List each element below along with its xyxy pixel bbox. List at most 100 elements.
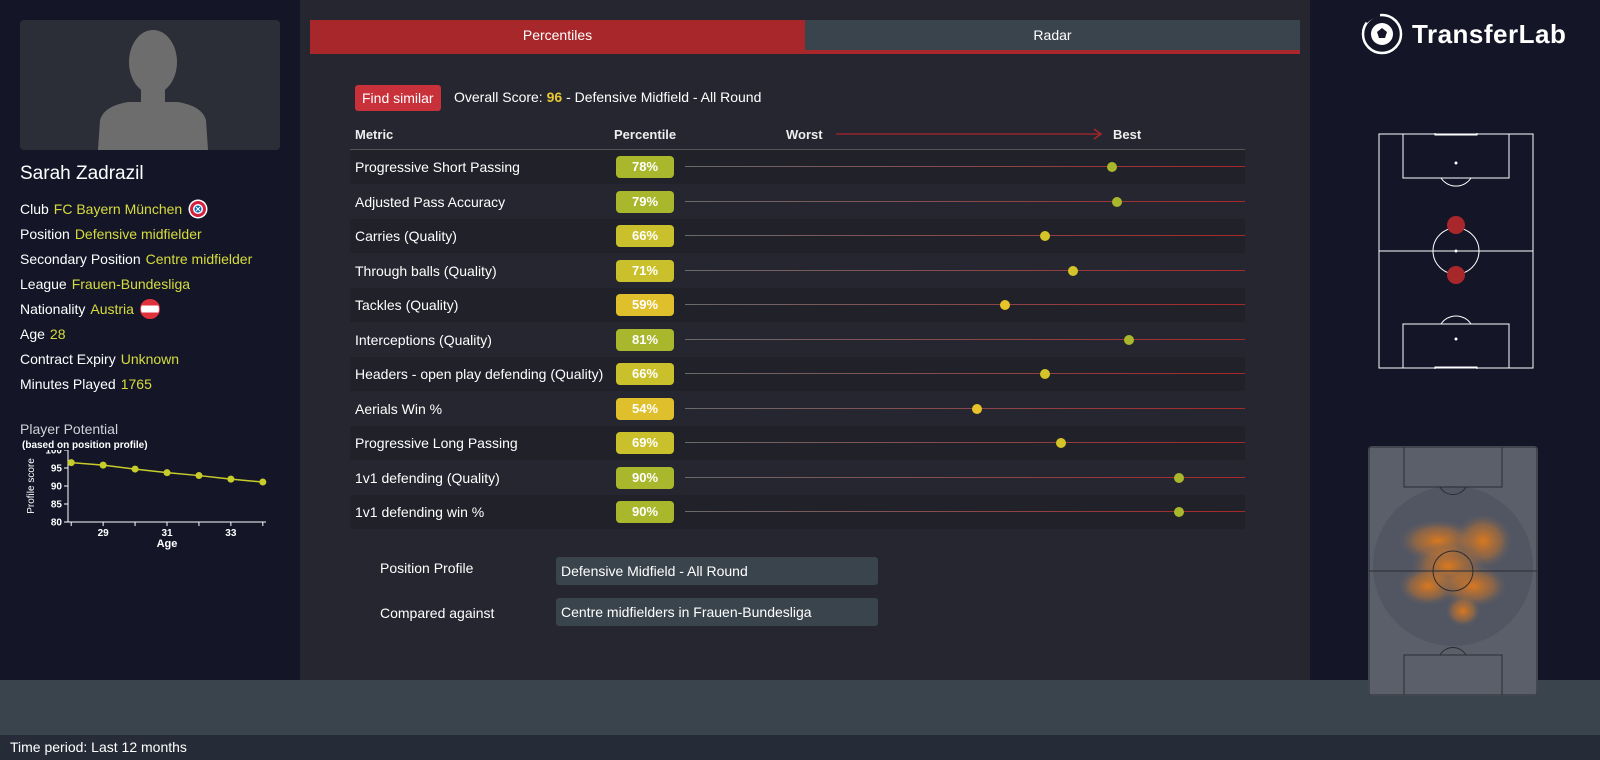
y-tick-label: 95 xyxy=(51,464,63,475)
metric-name: Aerials Win % xyxy=(355,400,443,417)
table-row: Through balls (Quality) 71% xyxy=(350,254,1245,288)
potential-point xyxy=(67,459,75,467)
percentile-badge: 79% xyxy=(616,190,674,213)
potential-point xyxy=(227,475,235,483)
header-divider xyxy=(350,149,1245,150)
info-row: Secondary Position Centre midfielder xyxy=(20,246,252,271)
football-icon xyxy=(1361,13,1403,55)
potential-title: Player Potential xyxy=(20,421,119,437)
potential-chart: 100 95 90 85 80 29 31 33 Age Profile score xyxy=(26,450,267,550)
metric-name: Adjusted Pass Accuracy xyxy=(355,193,506,210)
club-crest-icon xyxy=(188,199,208,218)
info-row: Contract Expiry Unknown xyxy=(20,346,252,371)
y-tick-label: 80 xyxy=(51,518,63,529)
tab-radar[interactable]: Radar xyxy=(805,20,1300,54)
info-value: Defensive midfielder xyxy=(74,225,202,242)
table-row: Carries (Quality) 66% xyxy=(350,219,1245,253)
y-tick-label: 100 xyxy=(45,450,62,457)
heatmap xyxy=(1368,446,1538,696)
percentile-track xyxy=(685,200,1245,202)
x-tick-label: 31 xyxy=(161,528,173,539)
percentile-badge: 66% xyxy=(616,363,674,385)
position-marker xyxy=(1447,266,1465,284)
worst-label: Worst xyxy=(786,127,823,142)
potential-point xyxy=(195,472,203,480)
percentile-header: Percentile xyxy=(614,127,677,142)
position-profile-label: Position Profile xyxy=(380,560,474,576)
best-label: Best xyxy=(1113,127,1142,142)
austria-flag-icon xyxy=(139,298,160,319)
player-photo-placeholder xyxy=(20,20,280,150)
potential-subtitle: (based on position profile) xyxy=(22,440,148,451)
tab-percentiles[interactable]: Percentiles xyxy=(310,20,805,54)
percentile-badge: 71% xyxy=(616,259,674,282)
percentile-track xyxy=(685,269,1245,271)
percentile-badge: 90% xyxy=(616,501,674,523)
percentile-track xyxy=(685,373,1245,374)
percentile-dot xyxy=(1039,369,1050,379)
percentile-badge: 78% xyxy=(616,156,674,178)
table-row: Progressive Short Passing 78% xyxy=(350,150,1245,184)
table-row: Interceptions (Quality) 81% xyxy=(350,323,1245,357)
brand-name: TransferLab xyxy=(1412,18,1567,49)
percentile-badge: 66% xyxy=(616,225,674,247)
info-row: Nationality Austria xyxy=(20,296,252,321)
x-axis-label: Age xyxy=(157,538,178,550)
metric-header: Metric xyxy=(355,127,394,142)
percentile-badge: 90% xyxy=(616,466,674,489)
y-tick-label: 85 xyxy=(51,500,63,511)
info-row: Age 28 xyxy=(20,321,252,346)
position-profile-select[interactable]: Defensive Midfield - All Round xyxy=(556,557,878,585)
info-value: 28 xyxy=(49,325,66,342)
x-tick-label: 29 xyxy=(98,528,110,539)
time-period: Time period: Last 12 months xyxy=(10,739,187,755)
percentile-badge: 59% xyxy=(616,294,674,316)
y-tick-label: 90 xyxy=(51,482,63,493)
metric-name: 1v1 defending win % xyxy=(355,504,485,520)
metric-name: Carries (Quality) xyxy=(355,228,457,244)
potential-point xyxy=(259,478,267,486)
percentile-track xyxy=(685,442,1245,443)
compared-against-select[interactable]: Centre midfielders in Frauen-Bundesliga xyxy=(556,598,878,626)
info-label: Nationality xyxy=(20,300,86,317)
find-similar-button[interactable]: Find similar xyxy=(355,85,441,111)
percentile-dot xyxy=(1174,507,1184,517)
table-row: Adjusted Pass Accuracy 79% xyxy=(350,185,1245,219)
info-value: Centre midfielder xyxy=(145,250,253,267)
info-label: Age xyxy=(20,325,45,342)
percentile-track xyxy=(685,235,1245,236)
percentile-track xyxy=(685,476,1245,478)
potential-point xyxy=(131,465,139,473)
overall-score: Overall Score: 96 - Defensive Midfield -… xyxy=(454,89,761,105)
table-row: 1v1 defending win % 90% xyxy=(350,495,1245,529)
info-label: League xyxy=(20,275,67,292)
info-value: Austria xyxy=(90,300,134,317)
info-value[interactable]: FC Bayern München xyxy=(53,200,183,217)
worst-to-best-arrow xyxy=(836,128,1103,140)
overall-prefix: Overall Score: xyxy=(454,89,543,105)
info-value: Frauen-Bundesliga xyxy=(71,275,191,292)
position-marker xyxy=(1447,216,1465,234)
info-value: Unknown xyxy=(120,350,180,367)
table-row: Headers - open play defending (Quality) 6… xyxy=(350,357,1245,391)
potential-point xyxy=(163,469,171,477)
metric-name: Progressive Long Passing xyxy=(355,435,518,451)
percentile-dot xyxy=(972,403,983,414)
brand-logo: TransferLab xyxy=(1360,12,1566,56)
player-info: Club FC Bayern München Position Defensive m… xyxy=(20,196,252,396)
table-row: 1v1 defending (Quality) 90% xyxy=(350,461,1245,495)
percentile-dot xyxy=(1112,196,1123,207)
player-sidebar: Sarah Zadrazil Club FC Bayern München Posi… xyxy=(0,0,300,680)
metric-name: Through balls (Quality) xyxy=(355,262,497,279)
info-row: Position Defensive midfielder xyxy=(20,221,252,246)
table-row: Progressive Long Passing 69% xyxy=(350,426,1245,460)
percentile-dot xyxy=(1174,472,1184,483)
percentile-dot xyxy=(1000,300,1011,310)
percentile-dot xyxy=(1039,231,1050,241)
percentile-dot xyxy=(1067,265,1078,276)
player-name: Sarah Zadrazil xyxy=(20,163,144,184)
percentile-dot xyxy=(1106,162,1117,172)
view-tabs: Percentiles Radar xyxy=(310,20,1300,54)
info-label: Secondary Position xyxy=(20,250,141,267)
percentile-dot xyxy=(1056,438,1067,448)
